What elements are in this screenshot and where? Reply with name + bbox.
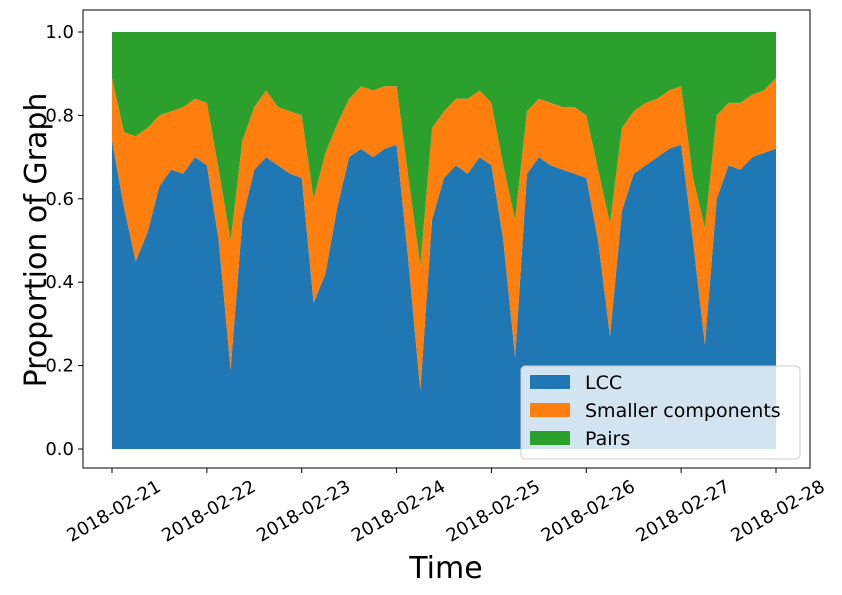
area-smaller-components <box>112 77 776 391</box>
x-tick-label: 2018-02-28 <box>727 476 828 546</box>
x-axis: 2018-02-212018-02-222018-02-232018-02-24… <box>63 468 829 547</box>
y-axis-title: Proportion of Graph <box>19 93 54 388</box>
y-tick-label: 0.6 <box>45 189 74 210</box>
y-tick-label: 1.0 <box>45 22 74 43</box>
legend-box <box>520 365 801 460</box>
x-tick-label: 2018-02-23 <box>253 476 354 546</box>
y-tick-label: 0.8 <box>45 105 74 126</box>
x-tick-label: 2018-02-24 <box>348 476 449 546</box>
x-tick-label: 2018-02-22 <box>158 476 259 546</box>
y-tick-label: 0.2 <box>45 356 74 377</box>
legend-entry-pairs: Pairs <box>530 428 630 450</box>
y-axis: 0.0 0.2 0.4 0.6 0.8 1.0 <box>45 22 83 460</box>
legend-swatch <box>530 375 570 389</box>
x-tick-label: 2018-02-26 <box>538 476 639 546</box>
y-tick-label: 0.4 <box>45 272 74 293</box>
x-tick-label: 2018-02-21 <box>63 476 164 546</box>
legend-label: Smaller components <box>585 400 781 422</box>
x-tick-label: 2018-02-25 <box>443 476 544 546</box>
legend-label: LCC <box>585 372 622 394</box>
legend-entry-lcc: LCC <box>530 372 622 394</box>
legend-label: Pairs <box>585 428 630 450</box>
x-axis-title: Time <box>408 551 482 586</box>
legend: LCC Smaller components Pairs <box>520 365 801 460</box>
legend-entry-smaller-components: Smaller components <box>530 400 781 422</box>
x-tick-label: 2018-02-27 <box>633 476 734 546</box>
plot-frame <box>82 9 811 469</box>
legend-swatch <box>530 431 570 445</box>
y-tick-label: 0.0 <box>45 439 74 460</box>
legend-swatch <box>530 403 570 417</box>
area-pairs <box>112 32 776 266</box>
